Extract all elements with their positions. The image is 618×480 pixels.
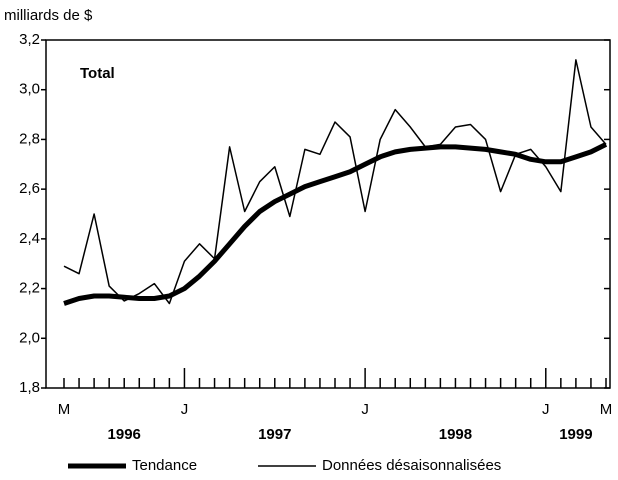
y-tick-label: 1,8 xyxy=(19,379,40,396)
annotation: Total xyxy=(80,65,115,82)
line-series xyxy=(63,142,608,306)
y-tick-label: 3,0 xyxy=(19,81,40,98)
y-tick-label: 2,6 xyxy=(19,180,40,197)
legend-label: Tendance xyxy=(132,457,197,474)
y-tick-label: 3,2 xyxy=(19,31,40,48)
year-label: 1999 xyxy=(559,426,592,443)
x-tick-label: J xyxy=(181,401,189,418)
x-tick-label: J xyxy=(542,401,550,418)
y-tick-label: 2,8 xyxy=(19,130,40,147)
x-tick-label: M xyxy=(58,401,71,418)
year-label: 1996 xyxy=(108,426,141,443)
y-tick-label: 2,2 xyxy=(19,280,40,297)
y-tick-label: 2,4 xyxy=(19,230,40,247)
y-tick-label: 2,0 xyxy=(19,329,40,346)
x-tick-label: J xyxy=(361,401,369,418)
year-label: 1997 xyxy=(258,426,291,443)
line-series xyxy=(63,59,607,305)
x-tick-label: M xyxy=(600,401,613,418)
year-label: 1998 xyxy=(439,426,472,443)
legend-label: Données désaisonnalisées xyxy=(322,457,501,474)
y-axis-label: milliards de $ xyxy=(4,7,93,24)
plot-frame xyxy=(45,39,611,389)
